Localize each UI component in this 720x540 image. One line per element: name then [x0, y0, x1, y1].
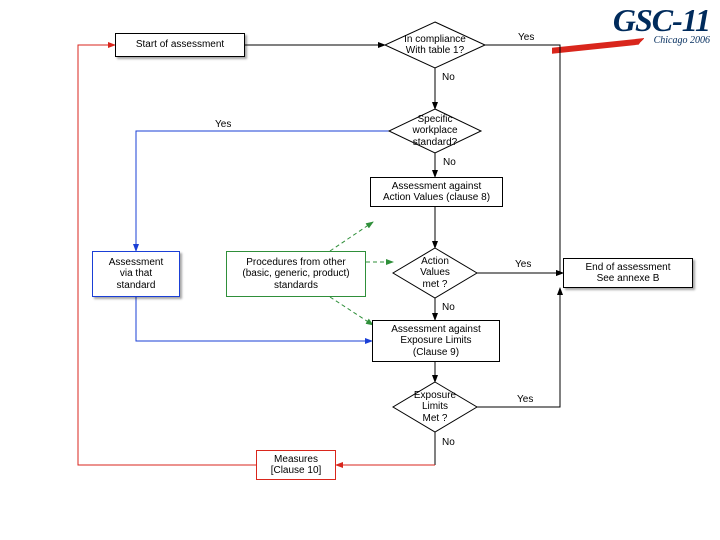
node-d_av-label: Action Values met ?: [420, 256, 450, 291]
node-d_el-label: Exposure Limits Met ?: [414, 390, 456, 425]
label-no_av: No: [442, 302, 455, 313]
label-yes_el: Yes: [517, 394, 533, 405]
node-start-label: Start of assessment: [134, 39, 226, 51]
label-no_el: No: [442, 437, 455, 448]
label-no_spec: No: [443, 157, 456, 168]
edge-proc_to_ael_green: [330, 297, 373, 325]
node-r_avc8: Assessment against Action Values (clause…: [370, 177, 503, 207]
node-r_assmt: Assessment via that standard: [92, 251, 180, 297]
node-start: Start of assessment: [115, 33, 245, 57]
edge-compl_yes: [485, 45, 563, 273]
edge-proc_to_avc8_green: [330, 222, 373, 251]
node-r_end-label: End of assessment See annexe B: [583, 262, 672, 285]
label-yes_av: Yes: [515, 259, 531, 270]
edge-spec_yes_blue: [136, 131, 389, 251]
node-r_end: End of assessment See annexe B: [563, 258, 693, 288]
label-no_compl: No: [442, 72, 455, 83]
edge-assmt_down_blue: [136, 297, 372, 341]
node-d_av-textbox: Action Values met ?: [393, 248, 477, 298]
node-r_proc-label: Procedures from other (basic, generic, p…: [240, 257, 351, 292]
node-r_meas: Measures [Clause 10]: [256, 450, 336, 480]
node-r_proc: Procedures from other (basic, generic, p…: [226, 251, 366, 297]
label-yes_compl: Yes: [518, 32, 534, 43]
node-d_spec-label: Specific workplace standard?: [412, 114, 457, 149]
node-d_spec-textbox: Specific workplace standard?: [389, 109, 481, 153]
node-r_avc8-label: Assessment against Action Values (clause…: [381, 181, 492, 204]
node-r_meas-label: Measures [Clause 10]: [269, 454, 324, 477]
flowchart-canvas: GSC-11 Chicago 2006 Start of assessment I…: [0, 0, 720, 540]
logo: GSC-11 Chicago 2006: [613, 2, 710, 46]
node-d_compl-textbox: In compliance With table 1?: [385, 22, 485, 68]
node-r_assmt-label: Assessment via that standard: [107, 257, 165, 292]
node-d_el-textbox: Exposure Limits Met ?: [393, 382, 477, 432]
node-r_ael-label: Assessment against Exposure Limits (Clau…: [389, 324, 483, 359]
node-d_compl-label: In compliance With table 1?: [404, 34, 466, 57]
label-yes_spec: Yes: [215, 119, 231, 130]
node-r_ael: Assessment against Exposure Limits (Clau…: [372, 320, 500, 362]
